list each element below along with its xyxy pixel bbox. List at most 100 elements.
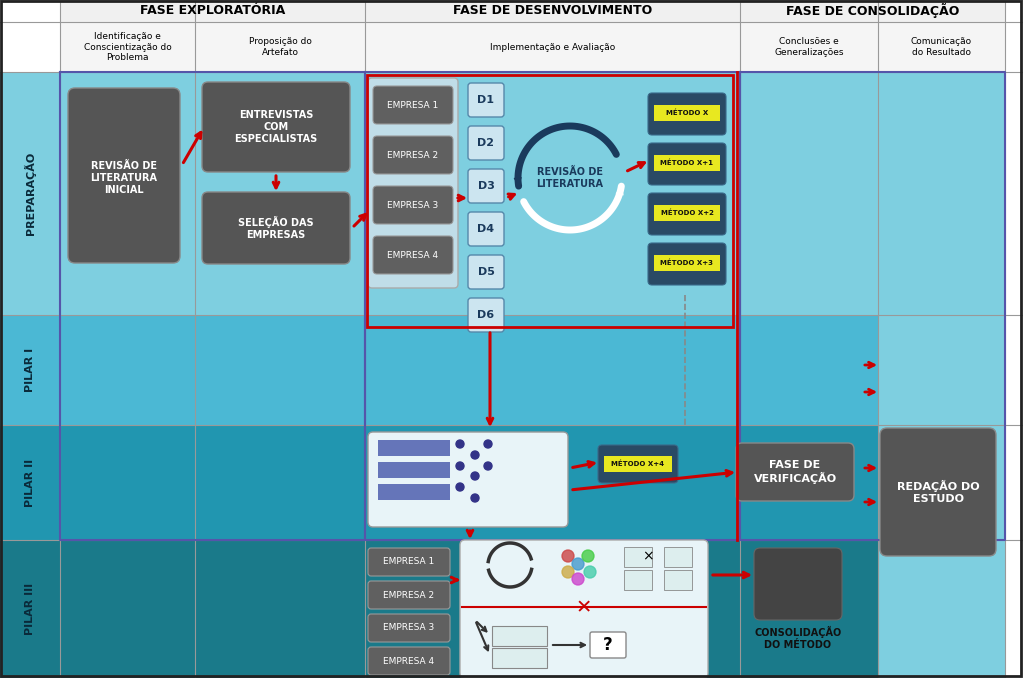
Bar xyxy=(0,315,60,425)
Text: FASE DE DESENVOLVIMENTO: FASE DE DESENVOLVIMENTO xyxy=(453,5,652,18)
FancyBboxPatch shape xyxy=(368,647,450,675)
Text: MÉTODO X+4: MÉTODO X+4 xyxy=(612,461,665,467)
FancyBboxPatch shape xyxy=(598,445,678,483)
Bar xyxy=(624,547,652,567)
FancyBboxPatch shape xyxy=(468,83,504,117)
Text: D2: D2 xyxy=(478,138,494,148)
FancyBboxPatch shape xyxy=(590,632,626,658)
Circle shape xyxy=(562,566,574,578)
Bar xyxy=(60,22,1005,72)
Text: Implementação e Avaliação: Implementação e Avaliação xyxy=(490,43,615,52)
Bar xyxy=(60,540,878,678)
Bar xyxy=(0,425,60,540)
FancyBboxPatch shape xyxy=(648,193,726,235)
FancyBboxPatch shape xyxy=(468,298,504,332)
Bar xyxy=(379,440,450,456)
Text: D6: D6 xyxy=(478,310,494,320)
Circle shape xyxy=(456,440,464,448)
Circle shape xyxy=(471,472,479,480)
Text: D1: D1 xyxy=(478,95,494,105)
FancyBboxPatch shape xyxy=(648,93,726,135)
Bar xyxy=(654,255,720,271)
Text: MÉTODO X+2: MÉTODO X+2 xyxy=(661,210,713,216)
FancyBboxPatch shape xyxy=(373,86,453,124)
Text: FASE DE
VERIFICAÇÃO: FASE DE VERIFICAÇÃO xyxy=(753,460,837,484)
FancyBboxPatch shape xyxy=(648,143,726,185)
Bar xyxy=(624,570,652,590)
FancyBboxPatch shape xyxy=(202,82,350,172)
Text: PILAR I: PILAR I xyxy=(25,348,35,392)
Circle shape xyxy=(582,550,594,562)
FancyBboxPatch shape xyxy=(368,78,458,288)
Text: EMPRESA 3: EMPRESA 3 xyxy=(384,624,435,633)
Bar xyxy=(664,547,692,567)
Bar xyxy=(379,462,450,478)
Text: EMPRESA 4: EMPRESA 4 xyxy=(384,656,435,666)
Text: REDAÇÃO DO
ESTUDO: REDAÇÃO DO ESTUDO xyxy=(897,480,979,504)
Text: D5: D5 xyxy=(478,267,494,277)
Bar xyxy=(60,425,878,540)
Bar xyxy=(0,540,60,678)
FancyBboxPatch shape xyxy=(68,88,180,263)
Text: MÉTODO X+1: MÉTODO X+1 xyxy=(661,160,713,166)
FancyBboxPatch shape xyxy=(368,548,450,576)
Text: SELEÇÃO DAS
EMPRESAS: SELEÇÃO DAS EMPRESAS xyxy=(238,216,314,240)
FancyBboxPatch shape xyxy=(368,581,450,609)
Text: REVISÃO DE
LITERATURA
INICIAL: REVISÃO DE LITERATURA INICIAL xyxy=(90,161,158,195)
Text: CONSOLIDAÇÃO
DO MÉTODO: CONSOLIDAÇÃO DO MÉTODO xyxy=(754,626,842,650)
Bar xyxy=(654,205,720,221)
Text: EMPRESA 3: EMPRESA 3 xyxy=(388,201,439,210)
FancyBboxPatch shape xyxy=(368,614,450,642)
Text: D4: D4 xyxy=(478,224,494,234)
Text: ENTREVISTAS
COM
ESPECIALISTAS: ENTREVISTAS COM ESPECIALISTAS xyxy=(234,111,317,144)
Bar xyxy=(379,484,450,500)
FancyBboxPatch shape xyxy=(468,169,504,203)
Text: EMPRESA 4: EMPRESA 4 xyxy=(388,250,439,260)
Text: EMPRESA 1: EMPRESA 1 xyxy=(388,100,439,110)
Text: ?: ? xyxy=(604,636,613,654)
Bar xyxy=(492,648,547,668)
Bar xyxy=(60,72,878,315)
FancyBboxPatch shape xyxy=(460,540,708,678)
Text: EMPRESA 1: EMPRESA 1 xyxy=(384,557,435,567)
Circle shape xyxy=(562,550,574,562)
Text: Proposição do
Artefato: Proposição do Artefato xyxy=(249,37,311,57)
Text: ×: × xyxy=(642,549,654,563)
Circle shape xyxy=(484,440,492,448)
Text: EMPRESA 2: EMPRESA 2 xyxy=(388,151,439,159)
Bar xyxy=(654,105,720,121)
Circle shape xyxy=(471,494,479,502)
Bar xyxy=(654,155,720,171)
Text: ✕: ✕ xyxy=(576,599,592,618)
Bar xyxy=(60,315,878,425)
Bar xyxy=(492,626,547,646)
Bar xyxy=(0,72,60,315)
FancyBboxPatch shape xyxy=(368,432,568,527)
Text: PILAR III: PILAR III xyxy=(25,583,35,635)
Text: FASE EXPLORATÓRIA: FASE EXPLORATÓRIA xyxy=(140,5,285,18)
Text: Comunicação
do Resultado: Comunicação do Resultado xyxy=(910,37,972,57)
Bar xyxy=(878,72,1005,678)
Circle shape xyxy=(584,566,596,578)
Circle shape xyxy=(572,558,584,570)
FancyBboxPatch shape xyxy=(202,192,350,264)
Circle shape xyxy=(456,462,464,470)
FancyBboxPatch shape xyxy=(468,212,504,246)
Text: D3: D3 xyxy=(478,181,494,191)
Circle shape xyxy=(471,451,479,459)
Text: EMPRESA 2: EMPRESA 2 xyxy=(384,591,435,599)
Circle shape xyxy=(572,573,584,585)
FancyBboxPatch shape xyxy=(373,136,453,174)
Text: MÉTODO X: MÉTODO X xyxy=(666,110,708,116)
FancyBboxPatch shape xyxy=(468,255,504,289)
Text: MÉTODO X+3: MÉTODO X+3 xyxy=(661,260,713,266)
Bar xyxy=(367,75,733,327)
Bar xyxy=(604,456,672,472)
FancyBboxPatch shape xyxy=(736,443,854,501)
FancyBboxPatch shape xyxy=(468,126,504,160)
FancyBboxPatch shape xyxy=(754,548,842,620)
Text: FASE DE CONSOLIDAÇÃO: FASE DE CONSOLIDAÇÃO xyxy=(786,3,960,18)
FancyBboxPatch shape xyxy=(373,186,453,224)
Bar xyxy=(60,0,1005,72)
Text: Identificação e
Conscientização do
Problema: Identificação e Conscientização do Probl… xyxy=(84,32,172,62)
